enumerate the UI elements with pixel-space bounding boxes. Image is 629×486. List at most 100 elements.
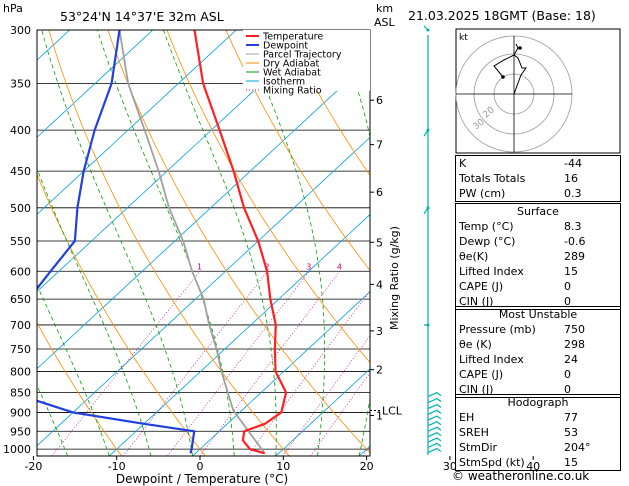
- isotherm-line: [275, 368, 370, 456]
- temperature-tick-label: -10: [108, 460, 126, 473]
- hodograph-trace: [493, 54, 527, 95]
- mu-row: CAPE (J) 0: [459, 368, 571, 381]
- surface-row: CAPE (J) 0: [459, 280, 571, 293]
- pressure-tick-label: 800: [10, 365, 31, 378]
- hodo-row: EH 77: [459, 411, 578, 424]
- isotherm-line: [37, 136, 370, 447]
- height-tick-label: 3: [376, 325, 383, 338]
- wet-adiabat-line: [242, 30, 326, 456]
- wind-dot: [426, 28, 430, 32]
- mixing-ratio-label: 6: [382, 262, 387, 271]
- pressure-tick-label: 550: [10, 235, 31, 248]
- mu-row: θe (K) 298: [459, 338, 585, 351]
- most-unstable-table: Most Unstable Pressure (mb) 750 θe (K) 298…: [455, 306, 621, 398]
- legend-entry: Temperature: [262, 32, 323, 43]
- temperature-tick-label: 10: [276, 460, 290, 473]
- pressure-axis: 300 350 400 450 500 550 600 650 700 750 800 850 900 9…: [3, 24, 31, 456]
- wind-dot: [426, 323, 430, 327]
- mixing-ratio-label: 8: [415, 262, 420, 271]
- isotherm-line: [37, 30, 320, 293]
- isotherm-line: [108, 214, 370, 456]
- legend-entry: Dry Adiabat: [263, 59, 320, 70]
- dry-adiabat-line: [107, 30, 370, 454]
- hodograph-table-title: Hodograph: [507, 396, 569, 409]
- surface-table: Surface Temp (°C) 8.3 Dewp (°C) -0.6 θe(K)…: [455, 203, 621, 310]
- isotherm-line: [192, 291, 370, 456]
- pressure-tick-label: 750: [10, 343, 31, 356]
- wet-adiabat-line: [41, 30, 193, 456]
- surface-row: CIN (J) 0: [459, 295, 571, 308]
- mixing-ratio-label: 10: [441, 262, 451, 271]
- temperature-tick-label: 40: [526, 460, 540, 473]
- temperature-tick-label: -20: [24, 460, 42, 473]
- wind-barb: [427, 409, 442, 415]
- wet-adiabat-line: [37, 284, 110, 456]
- datetime-header: 21.03.2025 18GMT (Base: 18): [408, 8, 596, 23]
- dry-adiabat-line: [225, 30, 370, 272]
- wind-barb: [427, 397, 442, 404]
- x-axis-label: Dewpoint / Temperature (°C): [116, 472, 288, 486]
- wind-barb: [427, 442, 442, 448]
- temperature-profile: [193, 30, 288, 455]
- height-tick-label: 2: [376, 364, 383, 377]
- temperature-tick-label: 20: [360, 460, 374, 473]
- pressure-tick-label: 850: [10, 387, 31, 400]
- km-label: km: [376, 2, 393, 15]
- hodograph-kt-label: kt: [459, 33, 468, 43]
- temperature-tick-label: 0: [197, 460, 204, 473]
- surface-row: Dewp (°C) -0.6: [459, 235, 586, 248]
- wind-barb: [427, 426, 442, 432]
- skewt-plot-area: 1 2 3 4 6 8 10 15 20 25: [37, 30, 451, 456]
- pressure-tick-label: 1000: [3, 443, 31, 456]
- legend-entry: Mixing Ratio: [263, 86, 322, 97]
- isotherm-line: [37, 30, 237, 215]
- surface-row: Lifted Index 15: [459, 265, 578, 278]
- hodo-row: StmSpd (kt) 15: [459, 456, 578, 469]
- mixing-ratio-label: 4: [337, 262, 342, 271]
- wind-barb: [427, 447, 442, 454]
- mixing-ratio-label: 3: [306, 262, 311, 271]
- legend-entry: Wet Adiabat: [263, 68, 321, 79]
- legend-entry: Parcel Trajectory: [263, 50, 342, 61]
- surface-title: Surface: [517, 205, 559, 218]
- hodograph-point-high: [518, 46, 522, 50]
- parcel-trajectory: [118, 30, 266, 454]
- hodograph-frame: [455, 28, 621, 154]
- wind-barb: [427, 437, 442, 443]
- mixing-ratio-line: [199, 271, 341, 456]
- most-unstable-title: Most Unstable: [498, 308, 578, 321]
- hpa-label: hPa: [3, 2, 23, 15]
- height-tick-label: 7: [376, 139, 383, 152]
- index-row-tt: Totals Totals 16: [459, 172, 578, 185]
- dry-adiabat-line: [166, 30, 370, 364]
- mixing-ratio-line: [247, 290, 370, 456]
- footer-credit[interactable]: © weatheronline.co.uk: [452, 469, 590, 483]
- indices-table: K -44 Totals Totals 16 PW (cm) 0.3: [455, 155, 621, 202]
- pressure-tick-label: 950: [10, 425, 31, 438]
- wet-adiabat-line: [336, 30, 370, 456]
- wind-barb: [427, 432, 442, 438]
- mixing-ratio-axis-label: Mixing Ratio (g/kg): [388, 226, 401, 330]
- height-axis: 6 7 6 5 4 3 2 1 LCL: [370, 94, 403, 423]
- height-tick-label: 6: [376, 94, 383, 107]
- mu-row: Pressure (mb) 750: [459, 323, 585, 336]
- dry-adiabat-line: [284, 30, 370, 177]
- asl-label: ASL: [374, 16, 396, 29]
- hodo-row: SREH 53: [459, 426, 578, 439]
- wet-adiabat-line: [37, 167, 152, 456]
- height-tick-label: 1: [376, 410, 383, 423]
- pressure-tick-label: 400: [10, 124, 31, 137]
- hodo-row: StmDir 204°: [459, 441, 591, 454]
- isotherm-line: [37, 59, 370, 370]
- mu-row: Lifted Index 24: [459, 353, 578, 366]
- height-tick-label: 6: [376, 186, 383, 199]
- hodograph: kt 30 20: [455, 28, 621, 154]
- index-row-pw: PW (cm) 0.3: [459, 187, 582, 200]
- pressure-tick-label: 450: [10, 165, 31, 178]
- surface-row: Temp (°C) 8.3: [459, 220, 582, 233]
- dewpoint-profile: [37, 30, 196, 454]
- pressure-tick-label: 650: [10, 293, 31, 306]
- wind-profile: [423, 25, 442, 455]
